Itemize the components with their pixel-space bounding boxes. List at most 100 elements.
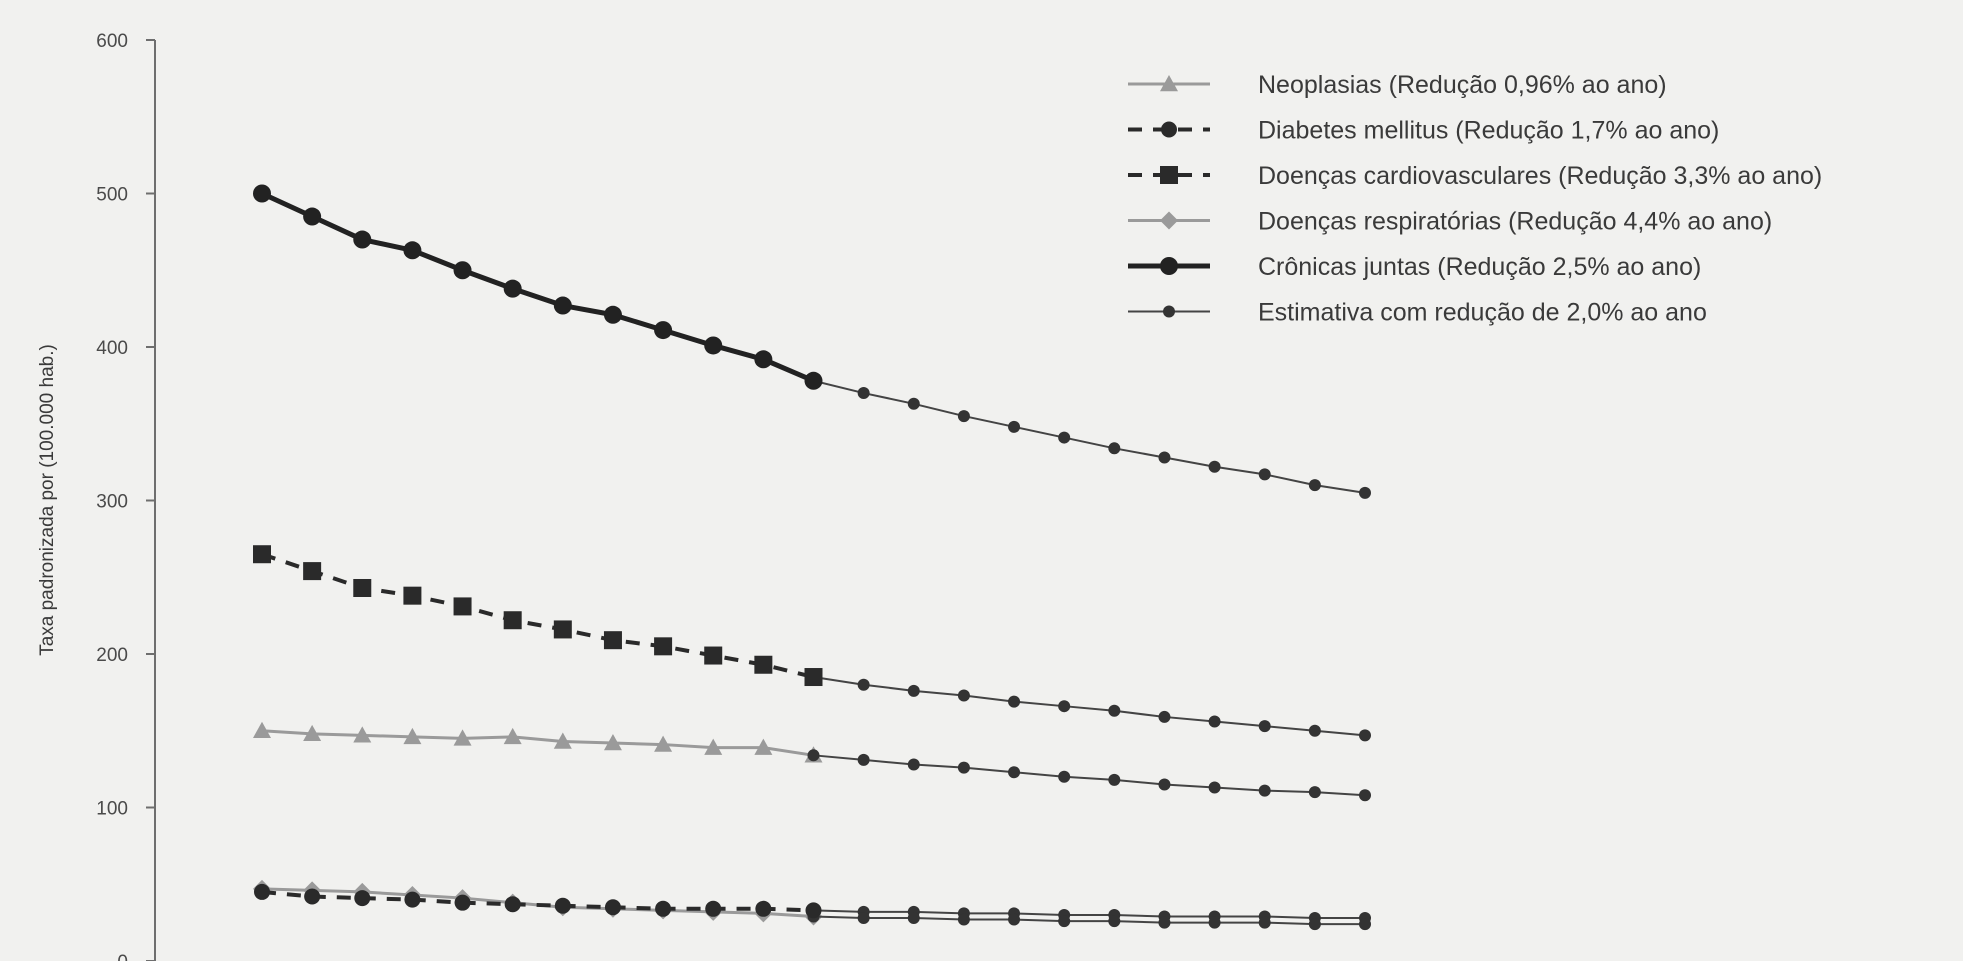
data-point bbox=[705, 900, 722, 917]
estimate-point bbox=[1008, 420, 1021, 433]
data-point bbox=[654, 321, 673, 340]
series-estimativa bbox=[807, 374, 1371, 931]
data-point bbox=[704, 738, 723, 755]
data-point bbox=[805, 902, 822, 919]
data-point bbox=[453, 597, 472, 616]
data-point bbox=[253, 721, 271, 738]
data-point bbox=[504, 896, 521, 913]
estimate-point bbox=[1158, 916, 1171, 929]
series-line bbox=[261, 729, 814, 757]
estimate-point bbox=[1308, 918, 1321, 931]
data-point bbox=[553, 620, 572, 639]
legend-marker bbox=[1160, 166, 1178, 184]
data-point bbox=[453, 729, 472, 746]
estimate-point bbox=[1158, 778, 1171, 791]
estimate-point bbox=[907, 758, 920, 771]
estimate-point bbox=[1108, 704, 1121, 717]
estimate-point bbox=[857, 678, 870, 691]
legend-item: Neoplasias (Redução 0,96% ao ano) bbox=[1128, 71, 1667, 99]
estimate-point bbox=[957, 689, 970, 702]
estimate-point bbox=[1208, 781, 1221, 794]
y-tick-label: 600 bbox=[96, 31, 128, 52]
estimate-line bbox=[813, 379, 1366, 494]
estimate-point bbox=[857, 387, 870, 400]
data-point bbox=[755, 900, 772, 917]
legend-label: Diabetes mellitus (Redução 1,7% ao ano) bbox=[1258, 117, 1719, 145]
legend-label: Doenças cardiovasculares (Redução 3,3% a… bbox=[1258, 162, 1822, 190]
series-neoplasias bbox=[253, 721, 823, 763]
legend-marker bbox=[1160, 211, 1178, 230]
y-axis-label: Taxa padronizada por (100.000 hab.) bbox=[37, 344, 58, 656]
estimate-point bbox=[1108, 915, 1121, 928]
estimate-point bbox=[957, 913, 970, 926]
estimate-line bbox=[813, 754, 1366, 797]
estimate-point bbox=[1058, 700, 1071, 713]
estimate-point bbox=[1359, 789, 1371, 802]
data-point bbox=[303, 562, 322, 581]
legend-item: Estimativa com redução de 2,0% ao ano bbox=[1128, 299, 1707, 327]
y-tick-label: 100 bbox=[96, 799, 128, 820]
legend-label: Doenças respiratórias (Redução 4,4% ao a… bbox=[1258, 208, 1772, 236]
data-point bbox=[353, 578, 372, 597]
legend-marker bbox=[1160, 257, 1178, 275]
data-point bbox=[804, 668, 823, 687]
data-point bbox=[553, 296, 572, 315]
legend-item: Doenças respiratórias (Redução 4,4% ao a… bbox=[1128, 208, 1772, 236]
data-point bbox=[804, 371, 823, 390]
estimate-line bbox=[813, 915, 1365, 926]
estimate-point bbox=[857, 753, 870, 766]
data-point bbox=[353, 726, 372, 743]
estimate-point bbox=[1308, 479, 1321, 492]
legend-label: Crônicas juntas (Redução 2,5% ao ano) bbox=[1258, 253, 1701, 281]
estimate-point bbox=[807, 749, 820, 762]
estimate-point bbox=[1208, 715, 1221, 728]
estimate-point bbox=[1008, 766, 1021, 779]
data-point bbox=[754, 655, 773, 674]
estimate-point bbox=[1008, 913, 1021, 926]
estimate-line bbox=[813, 909, 1365, 920]
y-tick-label: 300 bbox=[96, 492, 128, 513]
data-point bbox=[604, 899, 621, 916]
estimate-point bbox=[1359, 486, 1371, 499]
data-point bbox=[754, 738, 773, 755]
legend-item: Doenças cardiovasculares (Redução 3,3% a… bbox=[1128, 162, 1822, 190]
y-ticks: 600 500 400 300 200 100 0 bbox=[96, 31, 155, 961]
estimate-point bbox=[1158, 710, 1171, 723]
data-point bbox=[603, 305, 622, 324]
estimate-point bbox=[1258, 916, 1271, 929]
data-point bbox=[304, 888, 321, 905]
data-point bbox=[404, 891, 421, 908]
data-point bbox=[655, 900, 672, 917]
legend-item: Diabetes mellitus (Redução 1,7% ao ano) bbox=[1128, 117, 1719, 145]
estimate-point bbox=[907, 684, 920, 697]
estimate-point bbox=[957, 410, 970, 423]
legend: Neoplasias (Redução 0,96% ao ano) Diabete… bbox=[1128, 71, 1822, 327]
legend-marker bbox=[1160, 75, 1178, 92]
y-tick-label: 400 bbox=[96, 338, 128, 359]
legend-label: Estimativa com redução de 2,0% ao ano bbox=[1258, 299, 1707, 327]
data-point bbox=[303, 207, 322, 226]
series-cardio bbox=[253, 545, 823, 687]
estimate-point bbox=[1258, 784, 1271, 797]
estimate-point bbox=[1308, 786, 1321, 799]
estimate-point bbox=[1258, 720, 1271, 733]
estimate-point bbox=[857, 912, 870, 925]
data-point bbox=[553, 732, 572, 749]
data-point bbox=[303, 724, 322, 742]
series-cronicas bbox=[253, 184, 823, 390]
series-line bbox=[261, 552, 814, 679]
estimate-point bbox=[1359, 918, 1371, 931]
data-point bbox=[254, 883, 270, 900]
estimate-point bbox=[1108, 442, 1121, 455]
legend-item: Crônicas juntas (Redução 2,5% ao ano) bbox=[1128, 253, 1701, 281]
data-point bbox=[353, 230, 372, 249]
series-line bbox=[261, 889, 814, 913]
data-point bbox=[403, 727, 422, 745]
estimate-point bbox=[907, 397, 920, 410]
series-line bbox=[260, 191, 815, 384]
legend-marker bbox=[1161, 121, 1177, 138]
estimate-point bbox=[1108, 773, 1121, 786]
estimate-point bbox=[907, 912, 920, 925]
estimate-point bbox=[1058, 431, 1071, 444]
